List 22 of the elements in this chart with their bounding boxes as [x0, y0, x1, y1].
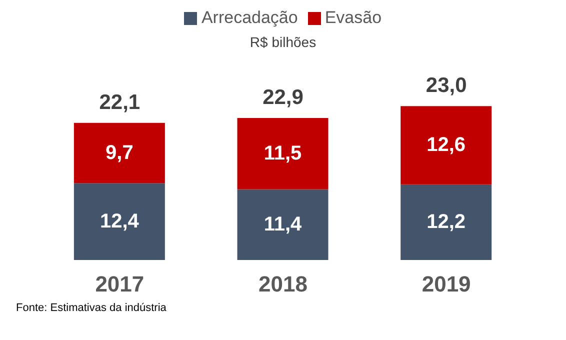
chart-subtitle: R$ bilhões [248, 34, 318, 50]
data-label: 12,6 [426, 134, 466, 156]
annotation: 22,1 [99, 90, 140, 114]
data-label: 11,4 [264, 214, 303, 236]
x-tick-label: 2019 [422, 272, 471, 297]
source-note: Fonte: Estimativas da indústria [16, 302, 168, 314]
data-label: 12,2 [426, 211, 466, 234]
bar [400, 106, 492, 184]
legend-label: Arrecadação [200, 8, 298, 28]
data-label: 12,4 [100, 210, 140, 233]
annotation: 23,0 [426, 74, 467, 98]
bar [74, 122, 165, 184]
x-tick-label: 2018 [258, 272, 308, 297]
x-tick-label: 2017 [95, 272, 144, 297]
data-label: 9,7 [106, 142, 134, 164]
bar [237, 118, 328, 190]
bar [74, 183, 165, 260]
bar [237, 189, 328, 260]
legend-label: Evasão [324, 8, 382, 28]
data-label: 11,5 [264, 142, 302, 165]
annotation: 22,9 [262, 86, 304, 109]
bar [400, 184, 492, 260]
